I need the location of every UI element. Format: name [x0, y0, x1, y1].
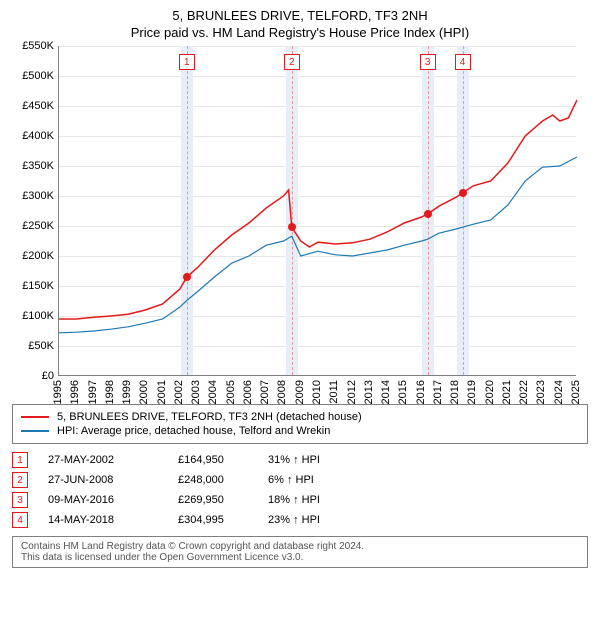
x-axis-label: 2018: [449, 380, 461, 404]
x-axis-label: 2022: [518, 380, 530, 404]
x-axis-label: 2023: [535, 380, 547, 404]
sale-date: 27-JUN-2008: [48, 474, 178, 486]
table-row: 1 27-MAY-2002£164,95031% ↑ HPI: [12, 452, 588, 468]
x-axis-label: 2001: [156, 380, 168, 404]
x-axis-label: 2000: [138, 380, 150, 404]
series-line: [59, 100, 577, 319]
y-axis-label: £550K: [10, 40, 54, 52]
sale-delta: 6% ↑ HPI: [268, 474, 378, 486]
x-axis-label: 2003: [190, 380, 202, 404]
y-axis-label: £300K: [10, 190, 54, 202]
sale-dot: [459, 189, 467, 197]
x-axis-label: 2013: [363, 380, 375, 404]
x-axis-label: 2006: [242, 380, 254, 404]
series-line: [59, 157, 577, 333]
sale-marker-inline: 1: [12, 452, 28, 468]
y-axis-label: £150K: [10, 280, 54, 292]
table-row: 2 27-JUN-2008£248,0006% ↑ HPI: [12, 472, 588, 488]
sale-date: 27-MAY-2002: [48, 454, 178, 466]
x-axis-label: 2021: [501, 380, 513, 404]
attribution: Contains HM Land Registry data © Crown c…: [12, 536, 588, 568]
x-axis-label: 2009: [294, 380, 306, 404]
sale-marker-inline: 4: [12, 512, 28, 528]
sale-price: £304,995: [178, 514, 268, 526]
y-axis-label: £500K: [10, 70, 54, 82]
y-axis-label: £450K: [10, 100, 54, 112]
x-axis-label: 2007: [259, 380, 271, 404]
x-axis-label: 2020: [484, 380, 496, 404]
x-axis-label: 2019: [466, 380, 478, 404]
sale-price: £269,950: [178, 494, 268, 506]
x-axis-label: 2002: [173, 380, 185, 404]
x-axis-label: 2016: [415, 380, 427, 404]
legend-item: HPI: Average price, detached house, Telf…: [21, 425, 579, 437]
sale-delta: 18% ↑ HPI: [268, 494, 378, 506]
x-axis-label: 2014: [380, 380, 392, 404]
x-axis-label: 2005: [225, 380, 237, 404]
legend-label: HPI: Average price, detached house, Telf…: [57, 425, 330, 437]
x-axis-label: 2015: [397, 380, 409, 404]
x-axis-label: 1998: [104, 380, 116, 404]
sale-price: £248,000: [178, 474, 268, 486]
x-axis-label: 1999: [121, 380, 133, 404]
y-axis-label: £0: [10, 370, 54, 382]
sale-dot: [183, 273, 191, 281]
legend-swatch: [21, 416, 49, 418]
sales-table: 1 27-MAY-2002£164,95031% ↑ HPI 2 27-JUN-200…: [12, 452, 588, 528]
sale-date: 14-MAY-2018: [48, 514, 178, 526]
x-axis-label: 2004: [207, 380, 219, 404]
sale-price: £164,950: [178, 454, 268, 466]
legend: 5, BRUNLEES DRIVE, TELFORD, TF3 2NH (det…: [12, 404, 588, 444]
x-axis-label: 2008: [276, 380, 288, 404]
legend-item: 5, BRUNLEES DRIVE, TELFORD, TF3 2NH (det…: [21, 411, 579, 423]
chart-title-line2: Price paid vs. HM Land Registry's House …: [8, 25, 592, 40]
sale-date: 09-MAY-2016: [48, 494, 178, 506]
table-row: 4 14-MAY-2018£304,99523% ↑ HPI: [12, 512, 588, 528]
sale-delta: 23% ↑ HPI: [268, 514, 378, 526]
chart-title-line1: 5, BRUNLEES DRIVE, TELFORD, TF3 2NH: [8, 8, 592, 23]
x-axis-label: 2010: [311, 380, 323, 404]
sale-marker-inline: 3: [12, 492, 28, 508]
x-axis-label: 2011: [328, 380, 340, 404]
legend-label: 5, BRUNLEES DRIVE, TELFORD, TF3 2NH (det…: [57, 411, 362, 423]
y-axis-label: £350K: [10, 160, 54, 172]
x-axis-label: 1996: [69, 380, 81, 404]
x-axis-label: 2017: [432, 380, 444, 404]
table-row: 3 09-MAY-2016£269,95018% ↑ HPI: [12, 492, 588, 508]
y-axis-label: £250K: [10, 220, 54, 232]
sale-marker-inline: 2: [12, 472, 28, 488]
attribution-line1: Contains HM Land Registry data © Crown c…: [21, 541, 579, 552]
sale-delta: 31% ↑ HPI: [268, 454, 378, 466]
y-axis-label: £50K: [10, 340, 54, 352]
legend-swatch: [21, 430, 49, 432]
y-axis-label: £200K: [10, 250, 54, 262]
x-axis-label: 2012: [346, 380, 358, 404]
sale-dot: [288, 223, 296, 231]
x-axis-label: 1997: [87, 380, 99, 404]
x-axis-label: 2024: [553, 380, 565, 404]
x-axis-label: 2025: [570, 380, 582, 404]
y-axis-label: £100K: [10, 310, 54, 322]
attribution-line2: This data is licensed under the Open Gov…: [21, 552, 579, 563]
sale-dot: [424, 210, 432, 218]
chart-area: 1234£0£50K£100K£150K£200K£250K£300K£350K…: [8, 46, 592, 376]
x-axis-label: 1995: [52, 380, 64, 404]
y-axis-label: £400K: [10, 130, 54, 142]
